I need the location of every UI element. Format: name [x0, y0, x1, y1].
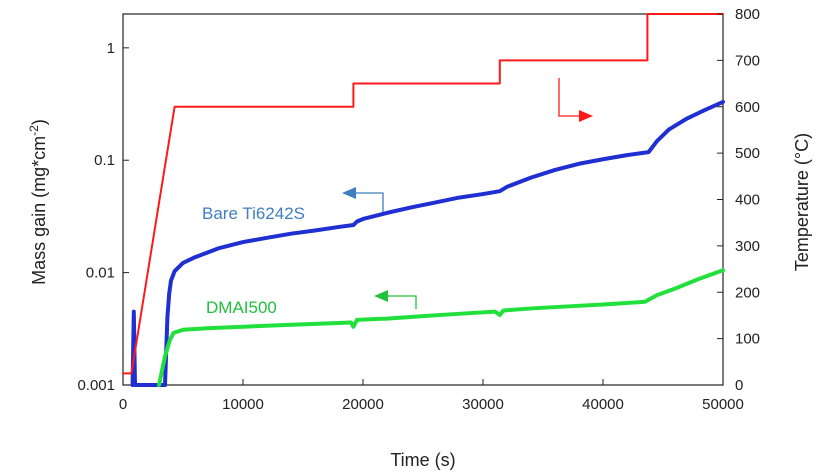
y-left-tick-label: 0.1: [94, 152, 115, 169]
left-y-axis-title-suffix: ): [29, 119, 49, 125]
series-label-dmai500-arrowhead: [374, 290, 388, 302]
series-label-bare-ti6242s-arrow: [355, 192, 384, 212]
x-tick-label: 20000: [342, 396, 384, 413]
temperature-arrowhead: [579, 110, 593, 122]
x-tick-label: 40000: [582, 396, 624, 413]
x-axis-title: Time (s): [390, 450, 455, 470]
left-y-axis-title-prefix: Mass gain (mg*cm: [29, 136, 49, 285]
x-tick-label: 0: [119, 396, 127, 413]
y-left-tick-label: 0.01: [86, 265, 115, 282]
y-right-tick-label: 0: [735, 377, 743, 394]
series-label-bare-ti6242s: Bare Ti6242S: [202, 187, 384, 223]
series-layer: [122, 13, 725, 387]
left-y-axis-title: Mass gain (mg*cm-2): [27, 119, 49, 285]
y-right-tick-label: 100: [735, 331, 760, 348]
series-line-dmai500: [157, 268, 725, 387]
y-right-tick-label: 200: [735, 284, 760, 301]
series-line-bare-ti6242s: [130, 99, 725, 387]
right-y-axis-title: Temperature (°C): [792, 133, 812, 271]
temperature-arrow-line: [558, 78, 580, 117]
temperature-series-arrow: [558, 78, 593, 122]
series-label-dmai500-text: DMAI500: [206, 298, 277, 317]
y-right-tick-label: 600: [735, 99, 760, 116]
series-label-dmai500: DMAI500: [206, 290, 417, 317]
x-tick-label: 30000: [462, 396, 504, 413]
series-label-dmai500-arrow: [387, 295, 417, 309]
x-tick-label: 50000: [702, 396, 744, 413]
y-right-tick-label: 800: [735, 6, 760, 23]
y-right-tick-label: 300: [735, 238, 760, 255]
series-label-bare-ti6242s-arrowhead: [342, 187, 356, 199]
y-right-tick-label: 700: [735, 52, 760, 69]
series-label-bare-ti6242s-text: Bare Ti6242S: [202, 204, 305, 223]
tick-layer: 0 10000 20000 30000 40000 500000.0010.010.110…: [77, 6, 760, 413]
series-line-temperature: [122, 13, 724, 375]
y-left-tick-label: 1: [107, 40, 115, 57]
x-tick-label: 10000: [222, 396, 264, 413]
y-left-tick-label: 0.001: [77, 377, 115, 394]
left-y-axis-title-superscript: -2: [27, 125, 41, 136]
y-right-tick-label: 500: [735, 145, 760, 162]
y-right-tick-label: 400: [735, 192, 760, 209]
